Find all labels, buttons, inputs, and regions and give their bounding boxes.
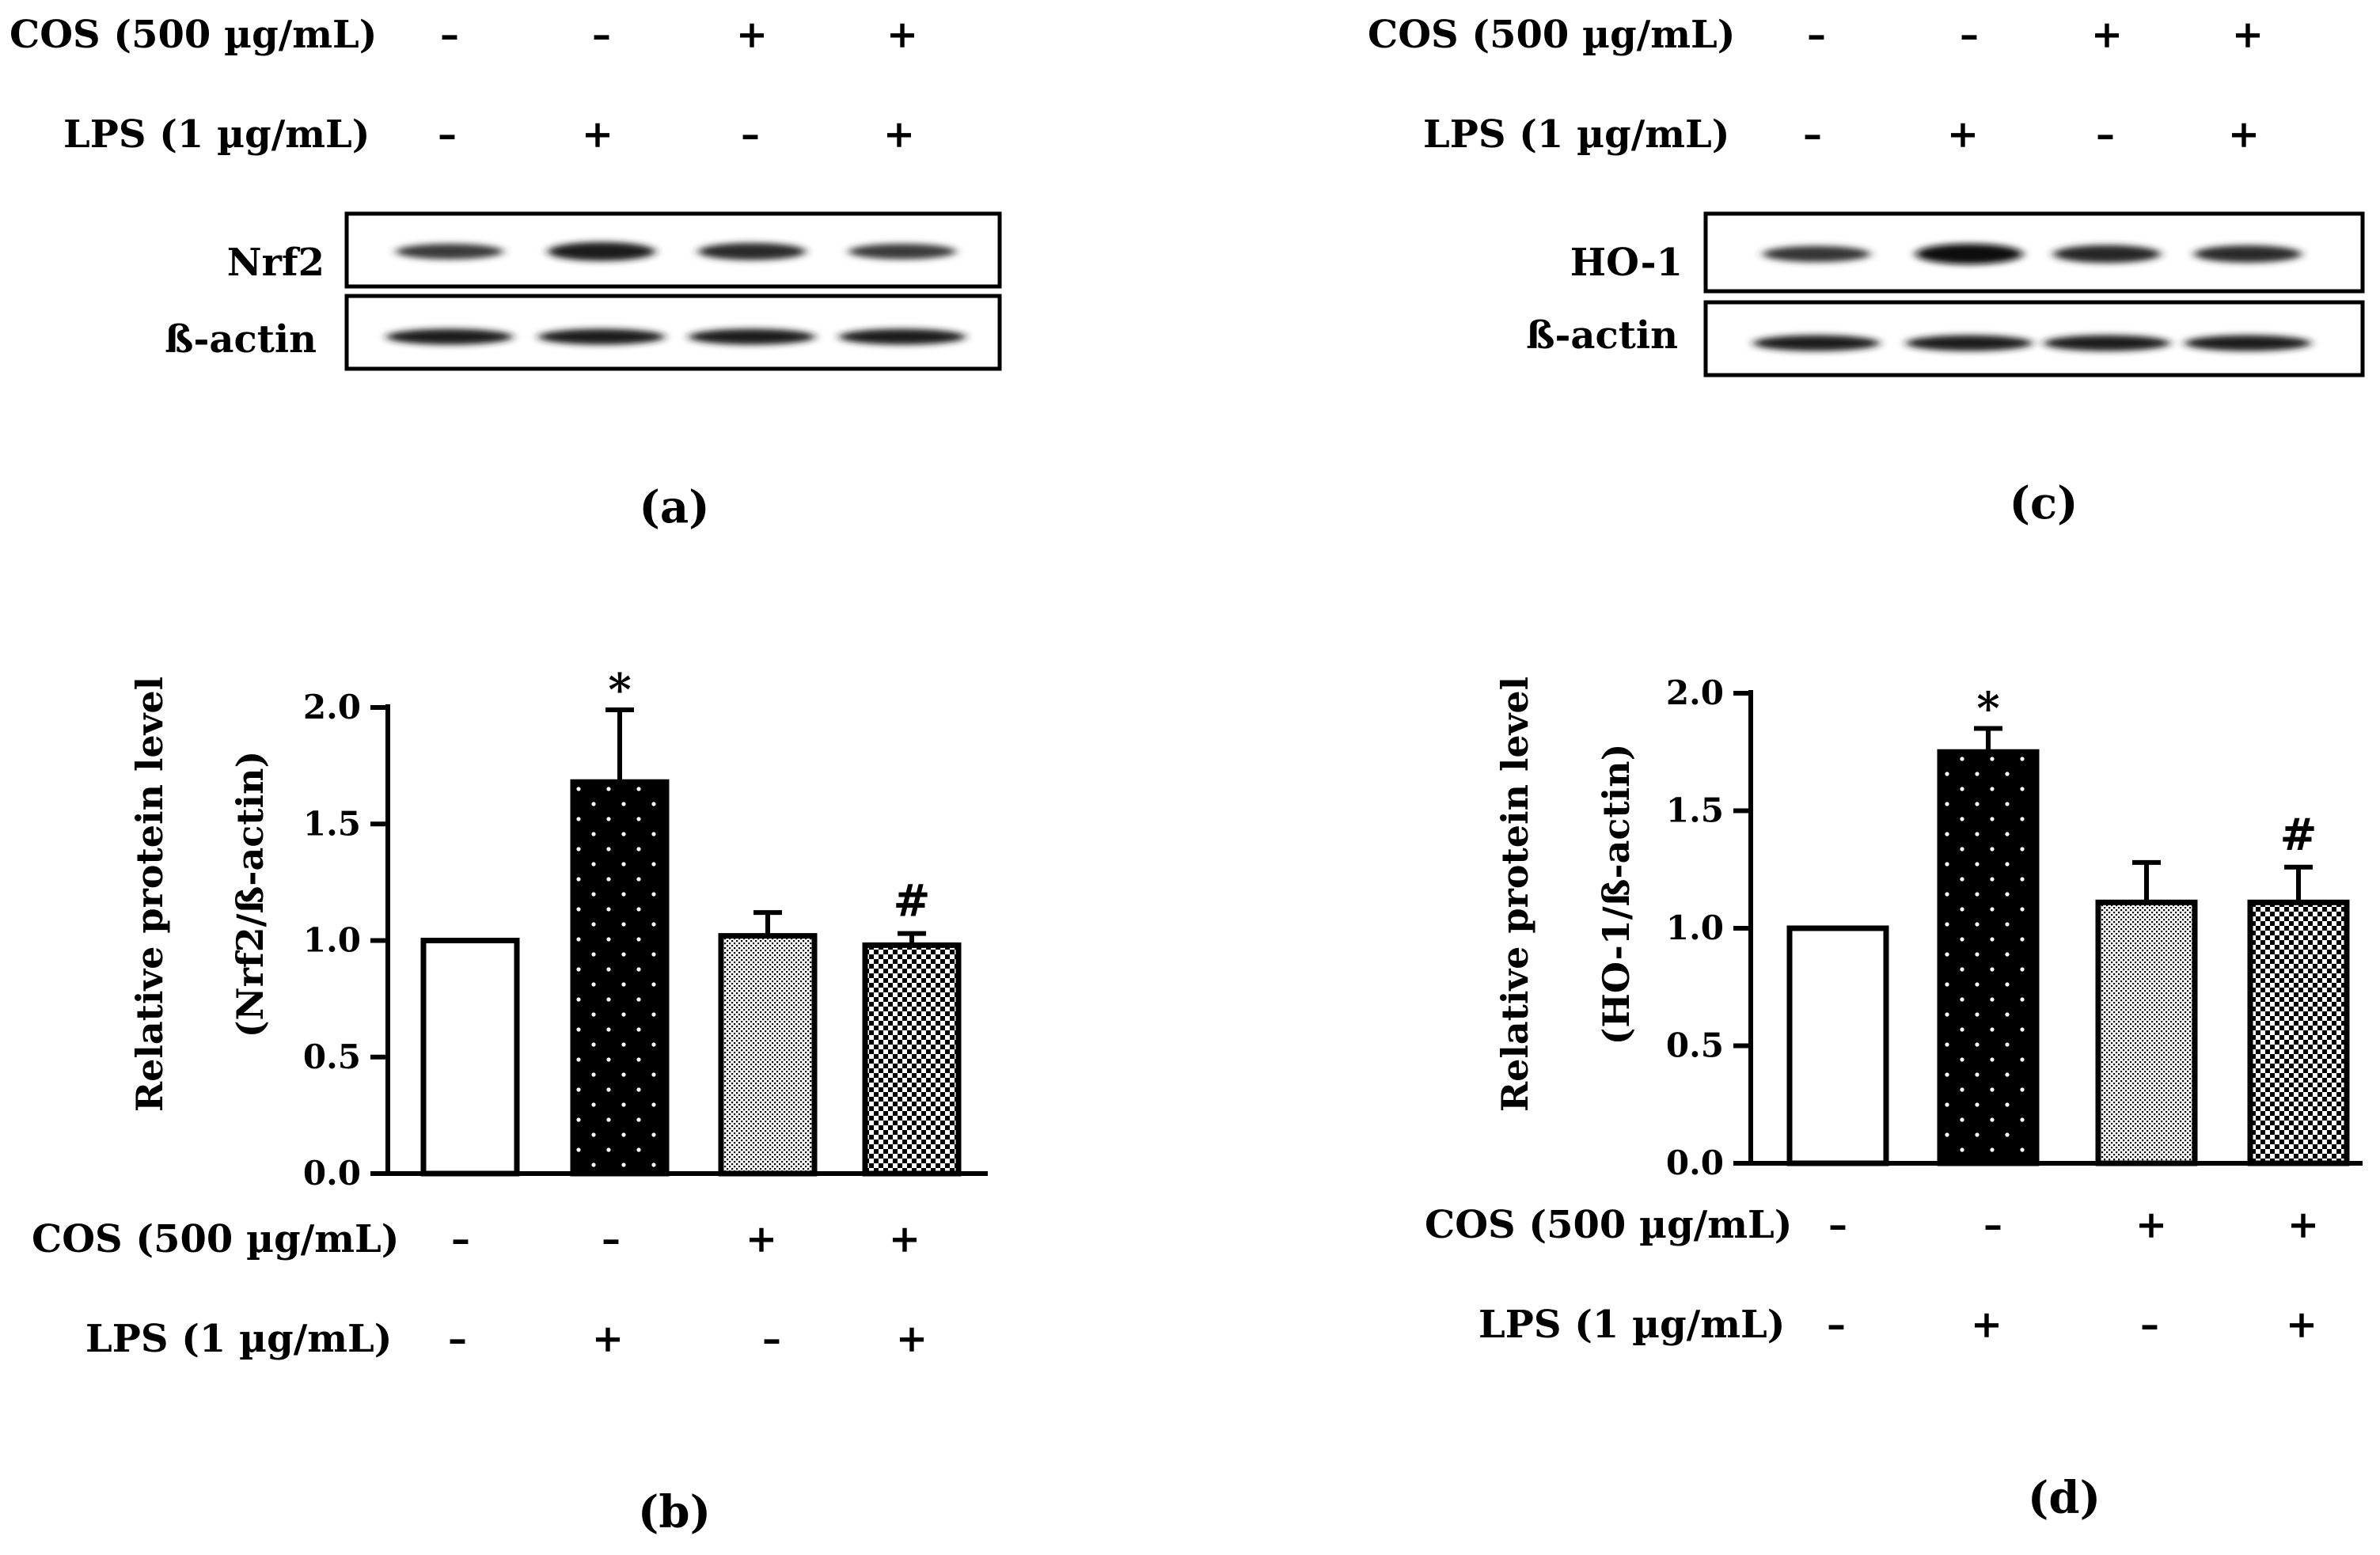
bar-chart-d: Relative protein level (HO-1/ß-actin) 0.… (1425, 673, 2363, 1524)
y-axis-label: (Nrf2/ß-actin) (229, 751, 271, 1037)
target-band (2194, 245, 2302, 263)
cos-label: COS (500 µg/mL) (9, 13, 377, 57)
blot-loading-label: ß-actin (165, 317, 317, 362)
cos-sign: – (1807, 13, 1826, 57)
blot-image-a (344, 211, 1002, 371)
target-band (848, 243, 956, 260)
cos-sign: – (451, 1217, 470, 1261)
significance-mark: * (608, 664, 631, 716)
lps-sign: – (448, 1317, 467, 1361)
y-tick-label: 0.5 (303, 1037, 361, 1076)
bar (2247, 899, 2350, 1166)
cos-sign: – (602, 1217, 621, 1261)
y-tick-label: 0.5 (1666, 1026, 1724, 1065)
y-tick-label: 1.0 (303, 921, 361, 960)
blot-panel-c: COS (500 µg/mL) – – + + LPS (1 µg/mL) – … (1368, 13, 2365, 529)
cos-sign: – (1983, 1203, 2002, 1247)
lps-sign: – (2140, 1303, 2159, 1347)
lps-sign: + (582, 112, 613, 157)
actin-band (2044, 335, 2170, 351)
lps-sign: + (883, 112, 915, 157)
lps-sign: – (1803, 112, 1822, 157)
blot-loading-label: ß-actin (1526, 313, 1678, 358)
bar (1786, 925, 1889, 1166)
target-band (548, 241, 655, 261)
y-tick-label: 1.5 (303, 804, 361, 843)
actin-band (1753, 335, 1880, 351)
y-tick-label: 0.0 (1666, 1143, 1724, 1182)
cos-sign: + (2232, 13, 2264, 57)
panel-label: (a) (639, 481, 709, 533)
lps-label: LPS (1 µg/mL) (1478, 1303, 1786, 1347)
significance-mark: * (1976, 683, 1999, 735)
target-band (2053, 245, 2161, 264)
y-axis-label: Relative protein level (128, 677, 171, 1112)
actin-band (689, 328, 815, 345)
y-tick-label: 0.0 (303, 1154, 361, 1193)
lps-sign: – (2096, 112, 2115, 157)
bar (1937, 749, 2040, 1166)
actin-band (839, 328, 966, 345)
lps-label: LPS (1 µg/mL) (85, 1317, 393, 1361)
lps-sign: + (592, 1317, 624, 1361)
lps-label: LPS (1 µg/mL) (1423, 112, 1730, 157)
actin-band (386, 328, 513, 345)
cos-label: COS (500 µg/mL) (1425, 1203, 1792, 1247)
y-tick-label: 1.5 (1666, 791, 1724, 830)
y-tick-label: 1.0 (1666, 908, 1724, 947)
lps-sign: + (1947, 112, 1979, 157)
lps-sign: – (762, 1317, 781, 1361)
target-band (1763, 245, 1870, 263)
cos-sign: + (2287, 1203, 2319, 1247)
lps-sign: + (2228, 112, 2260, 157)
bar (570, 779, 670, 1177)
cos-sign: – (1828, 1203, 1847, 1247)
lps-sign: + (2286, 1303, 2317, 1347)
target-band (1915, 243, 2023, 264)
cos-label: COS (500 µg/mL) (32, 1217, 399, 1261)
panel-label: (c) (2009, 477, 2078, 529)
y-axis-label: (HO-1/ß-actin) (1595, 744, 1638, 1045)
cos-sign: + (886, 13, 918, 57)
blot-image-c (1703, 211, 2365, 377)
lps-sign: + (896, 1317, 928, 1361)
lps-sign: – (741, 112, 760, 157)
panel-label: (d) (2028, 1472, 2101, 1524)
lps-sign: – (438, 112, 457, 157)
bar (2095, 899, 2198, 1166)
y-tick-label: 2.0 (303, 688, 361, 726)
cos-sign: + (746, 1217, 777, 1261)
y-axis-label: Relative protein level (1494, 677, 1536, 1112)
bar (862, 942, 962, 1177)
blot-target-label: HO-1 (1570, 241, 1683, 285)
actin-band (2185, 335, 2311, 351)
target-band (698, 242, 806, 260)
lps-label: LPS (1 µg/mL) (63, 112, 370, 157)
blot-target-label: Nrf2 (227, 241, 325, 285)
blot-panel-a: COS (500 µg/mL) – – + + LPS (1 µg/mL) – … (9, 13, 1002, 533)
lps-sign: – (1827, 1303, 1846, 1347)
bar-chart-b: Relative protein level (Nrf2/ß-actin) 0.… (32, 664, 988, 1538)
bar (718, 933, 818, 1177)
cos-sign: + (2091, 13, 2123, 57)
y-tick-label: 2.0 (1666, 673, 1724, 712)
cos-sign: + (889, 1217, 920, 1261)
significance-mark: # (894, 875, 931, 927)
cos-sign: – (440, 13, 459, 57)
actin-band (1906, 335, 2033, 351)
lps-sign: + (1971, 1303, 2002, 1347)
panel-label: (b) (638, 1486, 711, 1538)
cos-sign: + (736, 13, 768, 57)
cos-sign: – (1960, 13, 1979, 57)
target-band (396, 243, 503, 260)
cos-sign: – (592, 13, 611, 57)
cos-sign: + (2135, 1203, 2167, 1247)
bar (420, 938, 520, 1177)
significance-mark: # (2280, 809, 2317, 861)
cos-label: COS (500 µg/mL) (1368, 13, 1735, 57)
actin-band (538, 328, 665, 345)
